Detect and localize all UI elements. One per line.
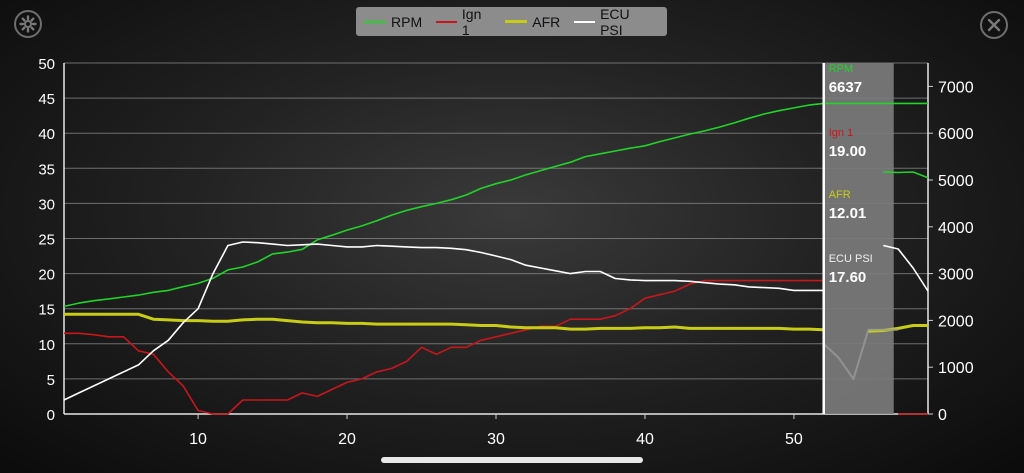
series-line-ecu_psi bbox=[63, 241, 824, 401]
y-right-tick-label: 6000 bbox=[938, 126, 974, 143]
legend-label-ecu_psi: ECU PSI bbox=[600, 5, 630, 38]
legend-label-afr: AFR bbox=[532, 13, 561, 30]
legend-swatch-ecu_psi bbox=[574, 20, 596, 23]
series-line-ign1 bbox=[64, 279, 824, 415]
legend-label-rpm: RPM bbox=[391, 13, 423, 30]
close-x-glyph bbox=[987, 18, 1001, 32]
legend-item-ign1[interactable]: Ign 1 bbox=[436, 6, 491, 38]
y-right-tick-label: 1000 bbox=[938, 360, 974, 377]
legend-item-ecu_psi[interactable]: ECU PSI bbox=[574, 6, 653, 38]
readout-label-ecu_psi: ECU PSI bbox=[829, 253, 873, 265]
series-line-rpm bbox=[63, 102, 928, 308]
y-right-tick-label: 2000 bbox=[938, 313, 974, 330]
y-right-tick-label: 4000 bbox=[938, 220, 974, 237]
y-right-tick-label: 3000 bbox=[938, 267, 974, 284]
x-tick-label: 50 bbox=[785, 431, 803, 448]
y-left-tick-label: 25 bbox=[38, 232, 55, 249]
close-x-icon[interactable] bbox=[980, 11, 1008, 39]
readout-value-ecu_psi: 17.60 bbox=[829, 269, 867, 286]
series-line-rpm-after bbox=[883, 171, 929, 179]
readout-label-rpm: RPM bbox=[829, 63, 853, 75]
y-left-tick-label: 35 bbox=[38, 161, 55, 178]
y-left-tick-label: 45 bbox=[38, 91, 55, 108]
legend-swatch-ign1 bbox=[436, 20, 457, 23]
readout-label-afr: AFR bbox=[829, 189, 851, 201]
readout-value-ign1: 19.00 bbox=[829, 143, 867, 160]
gear-icon[interactable] bbox=[14, 10, 42, 38]
x-tick-label: 10 bbox=[189, 431, 207, 448]
readout-value-rpm: 6637 bbox=[829, 79, 862, 96]
gear-icon-glyph bbox=[19, 15, 37, 33]
legend-swatch-afr bbox=[505, 20, 528, 23]
legend-label-ign1: Ign 1 bbox=[461, 5, 482, 38]
y-left-tick-label: 0 bbox=[47, 407, 55, 424]
y-right-tick-label: 5000 bbox=[938, 173, 974, 190]
legend-item-rpm[interactable]: RPM bbox=[364, 14, 422, 30]
y-left-tick-label: 10 bbox=[38, 337, 55, 354]
series-line-ghost bbox=[823, 328, 899, 380]
y-right-tick-label: 7000 bbox=[938, 79, 974, 96]
chart-legend: RPM Ign 1 AFR ECU PSI bbox=[356, 6, 667, 38]
legend-swatch-rpm bbox=[364, 20, 386, 23]
x-tick-label: 30 bbox=[487, 431, 505, 448]
x-tick-label: 40 bbox=[636, 431, 654, 448]
home-indicator[interactable] bbox=[381, 457, 643, 463]
readout-label-ign1: Ign 1 bbox=[829, 127, 853, 139]
y-left-tick-label: 20 bbox=[38, 267, 55, 284]
legend-item-afr[interactable]: AFR bbox=[505, 14, 560, 30]
readout-value-afr: 12.01 bbox=[829, 205, 867, 222]
series-line-ecu-psi-after bbox=[883, 244, 929, 292]
y-left-tick-label: 15 bbox=[38, 302, 55, 319]
y-left-tick-label: 5 bbox=[47, 372, 55, 389]
y-left-tick-label: 40 bbox=[38, 126, 55, 143]
x-tick-label: 20 bbox=[338, 431, 356, 448]
y-left-tick-label: 50 bbox=[38, 56, 55, 73]
series-line-afr bbox=[64, 312, 824, 332]
y-left-tick-label: 30 bbox=[38, 196, 55, 213]
y-right-tick-label: 0 bbox=[938, 407, 947, 424]
